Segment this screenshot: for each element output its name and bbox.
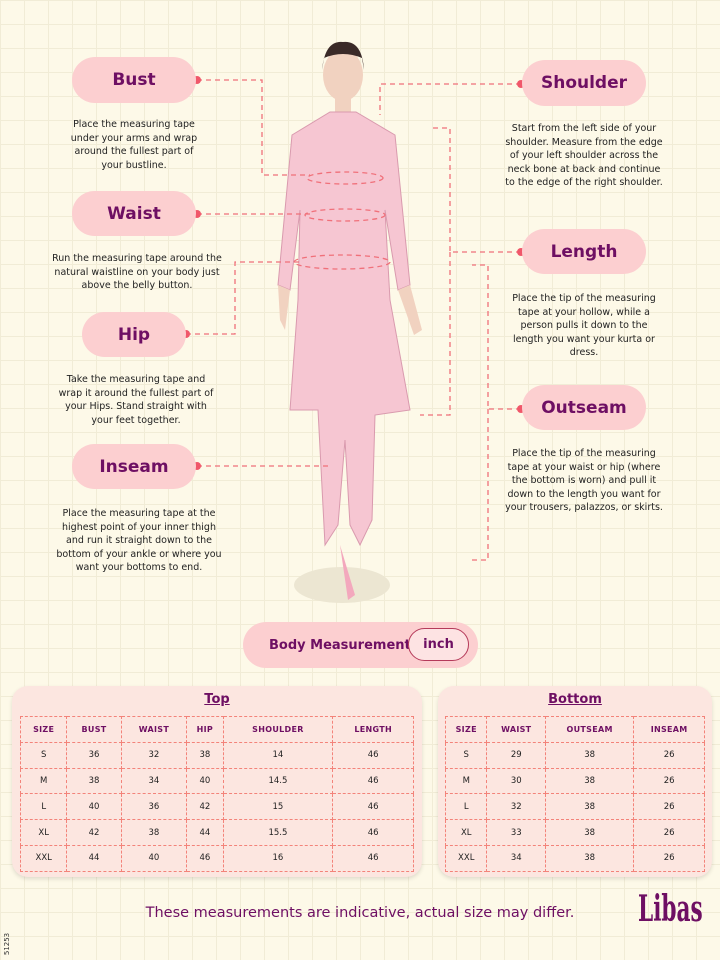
table-cell: 46 [332, 793, 414, 821]
waist-description: Run the measuring tape around the natura… [52, 253, 222, 291]
table-cell: 46 [332, 819, 414, 846]
table-cell: XL [444, 819, 488, 846]
table-cell: 42 [66, 819, 122, 846]
table-cell: L [19, 793, 68, 821]
libas-logo: Libas [638, 888, 703, 930]
table-cell: 14 [222, 741, 334, 769]
table-cell: 40 [186, 767, 224, 795]
column-header: SIZE [19, 716, 68, 743]
table-cell: M [19, 767, 68, 795]
hip-label: Hip [82, 312, 186, 357]
column-header: HIP [186, 716, 224, 743]
table-row: XL 33 38 26 [444, 819, 705, 846]
table-cell: S [444, 741, 488, 769]
shoulder-label: Shoulder [522, 60, 646, 106]
table-cell: 44 [66, 844, 122, 872]
hip-description: Take the measuring tape and wrap it arou… [58, 374, 214, 426]
table-cell: 32 [486, 793, 547, 821]
table-cell: 15.5 [222, 819, 334, 846]
table-cell: 26 [633, 844, 705, 872]
table-row: M 30 38 26 [444, 767, 705, 795]
top-size-table-card: Top SIZE BUST WAIST HIP SHOULDER LENGTH S 36 32 3… [12, 686, 422, 877]
table-cell: 33 [486, 819, 547, 846]
table-cell: 38 [545, 819, 635, 846]
table-row: S 36 32 38 14 46 [19, 741, 414, 769]
bust-description: Place the measuring tape under your arms… [70, 119, 198, 171]
table-cell: 46 [332, 767, 414, 795]
table-cell: 30 [486, 767, 547, 795]
table-cell: M [444, 767, 488, 795]
waist-label: Waist [72, 191, 196, 236]
column-header: WAIST [120, 716, 188, 743]
table-cell: 32 [120, 741, 188, 769]
table-row: XL 42 38 44 15.5 46 [19, 819, 414, 846]
table-cell: 15 [222, 793, 334, 821]
table-row: M 38 34 40 14.5 46 [19, 767, 414, 795]
unit-toggle[interactable]: Body Measurement inch [243, 622, 478, 668]
column-header: OUTSEAM [545, 716, 635, 743]
illustration [182, 41, 525, 603]
length-label: Length [522, 229, 646, 274]
table-cell: 36 [120, 793, 188, 821]
column-header: SHOULDER [222, 716, 334, 743]
column-header: WAIST [486, 716, 547, 743]
outseam-label: Outseam [522, 385, 646, 430]
inseam-label: Inseam [72, 444, 196, 489]
table-cell: 46 [186, 844, 224, 872]
bust-label: Bust [72, 57, 196, 103]
table-cell: 14.5 [222, 767, 334, 795]
disclaimer: These measurements are indicative, actua… [145, 905, 575, 921]
inseam-description: Place the measuring tape at the highest … [56, 508, 222, 573]
shoulder-description: Start from the left side of your shoulde… [505, 123, 663, 188]
table-cell: 38 [186, 741, 224, 769]
outseam-description: Place the tip of the measuring tape at y… [505, 448, 663, 513]
column-header: BUST [66, 716, 122, 743]
top-size-table: SIZE BUST WAIST HIP SHOULDER LENGTH S 36 32 38 14 4… [19, 716, 414, 872]
product-code: 51253 [3, 932, 12, 956]
table-row: XXL 34 38 26 [444, 844, 705, 872]
length-description: Place the tip of the measuring tape at y… [512, 293, 656, 358]
table-cell: 38 [545, 793, 635, 821]
table-cell: 38 [545, 844, 635, 872]
column-header: SIZE [444, 716, 488, 743]
table-cell: XXL [19, 844, 68, 872]
bottom-size-table-card: Bottom SIZE WAIST OUTSEAM INSEAM S 29 38 26 M 30 3… [438, 686, 712, 877]
table-cell: 38 [120, 819, 188, 846]
model-figure [277, 41, 422, 603]
table-row: XXL 44 40 46 16 46 [19, 844, 414, 872]
unit-inch-button[interactable]: inch [408, 628, 469, 661]
table-cell: 26 [633, 819, 705, 846]
table-cell: 29 [486, 741, 547, 769]
table-cell: L [444, 793, 488, 821]
table-cell: 38 [545, 767, 635, 795]
bottom-size-table: SIZE WAIST OUTSEAM INSEAM S 29 38 26 M 30 38 26 L 32 3… [444, 716, 705, 872]
table-cell: 16 [222, 844, 334, 872]
table-cell: 34 [120, 767, 188, 795]
table-cell: XXL [444, 844, 488, 872]
table-cell: 26 [633, 741, 705, 769]
top-table-title: Top [204, 692, 230, 707]
table-cell: 46 [332, 844, 414, 872]
table-cell: 26 [633, 767, 705, 795]
table-cell: 34 [486, 844, 547, 872]
table-cell: 26 [633, 793, 705, 821]
table-row: L 32 38 26 [444, 793, 705, 821]
table-cell: XL [19, 819, 68, 846]
bottom-table-title: Bottom [548, 692, 602, 707]
table-cell: 40 [66, 793, 122, 821]
table-row: L 40 36 42 15 46 [19, 793, 414, 821]
table-cell: 44 [186, 819, 224, 846]
table-cell: S [19, 741, 68, 769]
table-cell: 46 [332, 741, 414, 769]
table-cell: 40 [120, 844, 188, 872]
table-row: S 29 38 26 [444, 741, 705, 769]
table-cell: 38 [66, 767, 122, 795]
table-cell: 42 [186, 793, 224, 821]
column-header: LENGTH [332, 716, 414, 743]
table-cell: 38 [545, 741, 635, 769]
table-cell: 36 [66, 741, 122, 769]
column-header: INSEAM [633, 716, 705, 743]
unit-toggle-label: Body Measurement [269, 637, 411, 653]
